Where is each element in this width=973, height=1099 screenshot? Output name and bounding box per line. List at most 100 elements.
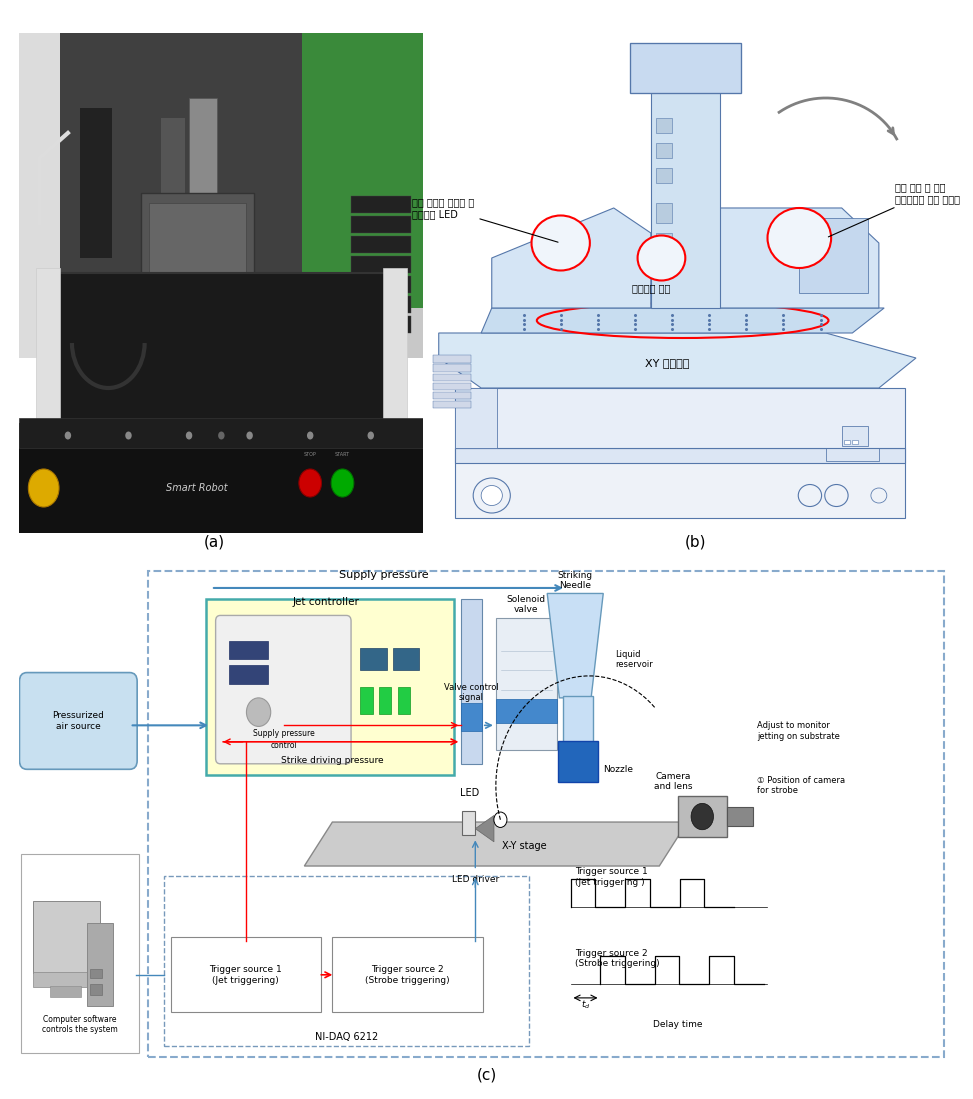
Circle shape <box>637 235 685 280</box>
Text: START: START <box>335 452 350 456</box>
Polygon shape <box>305 822 687 866</box>
Bar <box>398 687 410 714</box>
Bar <box>433 365 471 371</box>
Circle shape <box>494 812 507 828</box>
Bar <box>36 268 60 428</box>
Text: 토출 상태 및 인쁨
모니터링을 위한 카메라: 토출 상태 및 인쁨 모니터링을 위한 카메라 <box>828 182 959 237</box>
Text: STOP: STOP <box>304 452 316 456</box>
Bar <box>350 277 412 293</box>
Bar <box>496 618 557 750</box>
Circle shape <box>871 488 886 503</box>
Text: Smart Robot: Smart Robot <box>166 484 228 493</box>
Bar <box>454 388 497 448</box>
Bar <box>350 197 412 213</box>
Bar <box>563 696 593 745</box>
Bar <box>656 143 672 158</box>
Text: 토출 신호와 동기화 된
스트로브 LED: 토출 신호와 동기화 된 스트로브 LED <box>413 197 559 242</box>
Circle shape <box>246 432 253 440</box>
Circle shape <box>768 208 831 268</box>
Circle shape <box>368 432 374 440</box>
Circle shape <box>126 432 131 440</box>
Bar <box>454 388 906 448</box>
Text: Solenoid
valve: Solenoid valve <box>506 595 545 614</box>
Bar <box>651 68 720 308</box>
Circle shape <box>306 432 313 440</box>
Bar <box>393 648 419 670</box>
Circle shape <box>473 478 510 513</box>
Text: Delay time: Delay time <box>653 1020 703 1029</box>
Bar <box>90 984 101 995</box>
Text: Supply pressure: Supply pressure <box>339 570 428 580</box>
Bar <box>462 811 475 835</box>
Text: Liquid
reservoir: Liquid reservoir <box>615 650 653 669</box>
Polygon shape <box>720 208 879 308</box>
Bar <box>433 391 471 399</box>
FancyBboxPatch shape <box>216 615 351 764</box>
Text: 디스펜서 노즐: 디스펜서 노즐 <box>631 282 670 293</box>
Text: Computer software
controls the system: Computer software controls the system <box>42 1014 118 1034</box>
Bar <box>454 448 906 518</box>
Bar <box>60 33 302 273</box>
Circle shape <box>331 469 354 497</box>
Bar <box>630 43 741 93</box>
Bar <box>32 972 100 987</box>
Bar <box>656 233 672 258</box>
Text: Trigger source 2
(Strobe triggering): Trigger source 2 (Strobe triggering) <box>575 948 660 968</box>
Text: NI-DAQ 6212: NI-DAQ 6212 <box>314 1032 378 1042</box>
Text: XY 스테이지: XY 스테이지 <box>644 358 689 368</box>
FancyBboxPatch shape <box>206 599 453 775</box>
Polygon shape <box>482 308 884 333</box>
Text: Strike driving pressure: Strike driving pressure <box>281 756 383 765</box>
Bar <box>656 118 672 133</box>
Bar <box>433 382 471 390</box>
Text: (a): (a) <box>203 534 225 550</box>
FancyBboxPatch shape <box>171 937 321 1012</box>
Text: (b): (b) <box>685 534 706 550</box>
Text: X-Y stage: X-Y stage <box>501 841 546 852</box>
Bar <box>141 193 254 303</box>
Text: $t_d$: $t_d$ <box>581 999 591 1011</box>
Bar <box>360 687 373 714</box>
Bar <box>842 425 868 445</box>
Bar <box>800 218 868 293</box>
Bar <box>383 268 407 428</box>
Circle shape <box>691 803 713 830</box>
Bar <box>189 98 217 323</box>
Text: Trigger source 1
(Jet triggering): Trigger source 1 (Jet triggering) <box>209 965 282 985</box>
Bar <box>678 796 727 837</box>
Circle shape <box>246 698 270 726</box>
Bar <box>379 687 391 714</box>
Text: LED: LED <box>460 788 480 798</box>
Circle shape <box>64 432 71 440</box>
Text: LED driver: LED driver <box>451 875 499 884</box>
Bar <box>461 703 482 731</box>
Text: Valve control
signal: Valve control signal <box>445 682 499 702</box>
Bar <box>350 317 412 333</box>
Polygon shape <box>475 815 494 842</box>
Bar <box>559 741 597 782</box>
Text: Trigger source 2
(Strobe triggering): Trigger source 2 (Strobe triggering) <box>365 965 450 985</box>
Bar <box>80 108 112 258</box>
Bar <box>32 901 100 973</box>
Circle shape <box>186 432 193 440</box>
Bar <box>852 440 857 444</box>
Circle shape <box>299 469 321 497</box>
Bar <box>433 374 471 381</box>
Bar <box>51 986 81 997</box>
Text: Striking
Needle: Striking Needle <box>558 570 593 590</box>
Text: Supply pressure
control: Supply pressure control <box>253 730 314 750</box>
Polygon shape <box>547 593 603 698</box>
Bar <box>826 441 879 460</box>
Polygon shape <box>439 333 916 388</box>
Bar <box>350 236 412 253</box>
Bar <box>161 118 185 243</box>
FancyBboxPatch shape <box>19 673 137 769</box>
Circle shape <box>482 486 502 506</box>
Bar <box>454 448 906 463</box>
Bar <box>350 217 412 233</box>
Polygon shape <box>491 208 651 308</box>
FancyBboxPatch shape <box>21 854 139 1053</box>
Text: Jet controller: Jet controller <box>293 597 359 607</box>
Bar <box>229 641 268 659</box>
Bar <box>656 203 672 223</box>
